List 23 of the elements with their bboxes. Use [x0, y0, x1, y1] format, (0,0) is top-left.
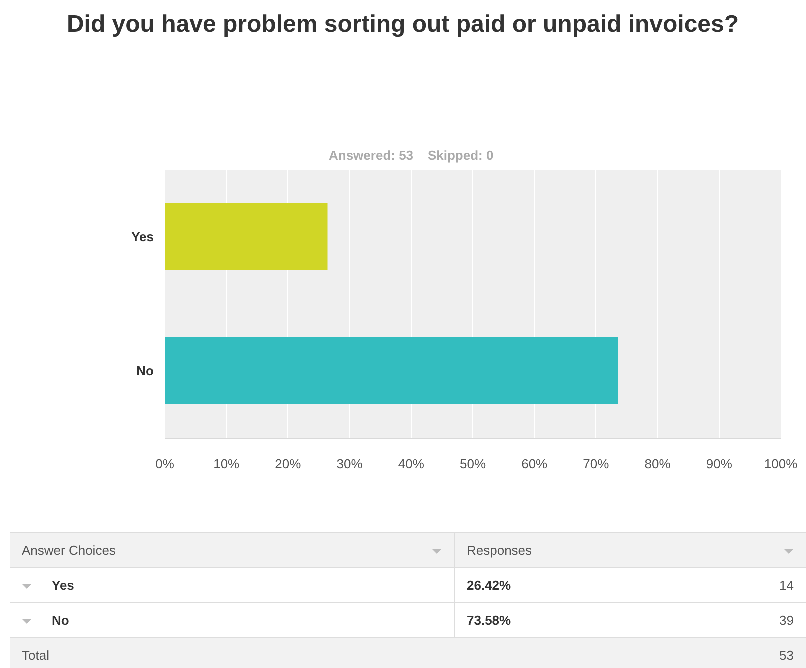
- x-tick-label: 30%: [336, 456, 364, 472]
- text: 14: [780, 578, 794, 592]
- text: Responses: [454, 532, 806, 568]
- x-tick-label: 10%: [214, 456, 240, 472]
- text: 39: [780, 612, 794, 628]
- text: Answer Choices: [10, 532, 454, 568]
- x-tick-label: 50%: [460, 456, 486, 472]
- x-tick-label: 70%: [583, 456, 610, 472]
- text: Total: [10, 638, 454, 668]
- x-tick-label: 40%: [398, 456, 425, 472]
- chart-title: Did you have problem sorting out paid or unpaid invoices?: [66, 10, 740, 38]
- chart-subtitle: Answered: 53 Skipped: 0: [329, 148, 494, 163]
- text: 53: [780, 648, 794, 662]
- category-label: Yes: [52, 578, 74, 592]
- x-tick-label: 100%: [764, 456, 798, 472]
- x-tick-label: 20%: [275, 456, 302, 472]
- x-tick-label: 0%: [156, 456, 175, 472]
- x-tick-label: 80%: [644, 456, 672, 472]
- text: 26.42%: [467, 578, 512, 592]
- x-tick-label: 60%: [522, 456, 548, 472]
- text: 73.58%: [467, 612, 512, 628]
- category-label: No: [52, 612, 70, 628]
- x-tick-label: 90%: [706, 456, 733, 472]
